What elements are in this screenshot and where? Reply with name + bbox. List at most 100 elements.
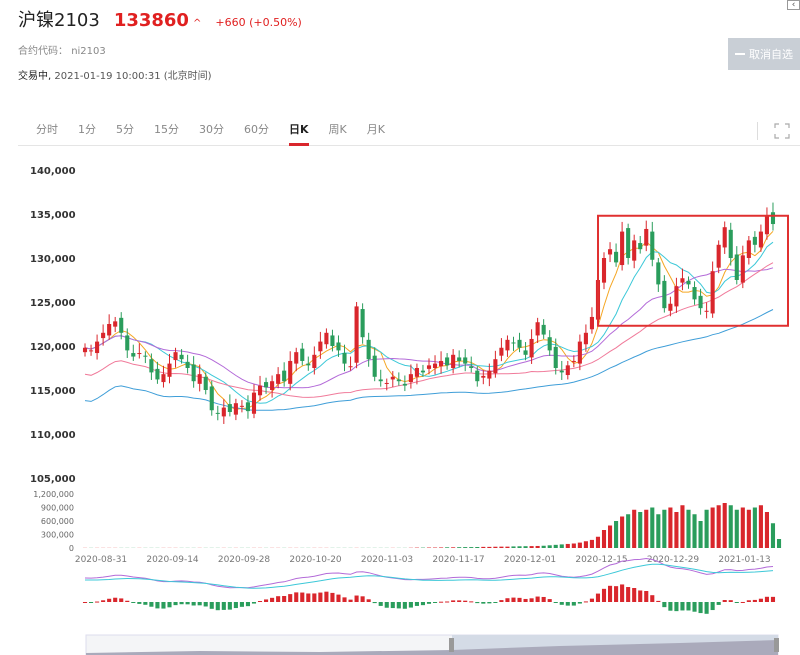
candle: [185, 354, 190, 374]
candle-body: [547, 337, 552, 351]
macd-bar: [674, 602, 679, 612]
macd-bar: [336, 594, 341, 602]
tab-period-8[interactable]: 月K: [366, 122, 385, 136]
macd-bar: [137, 602, 142, 604]
volume-bar: [547, 545, 552, 548]
candle: [601, 252, 607, 290]
candle: [143, 351, 148, 364]
tab-period-2[interactable]: 5分: [116, 122, 134, 136]
candle-body: [372, 355, 377, 377]
candle-body: [439, 360, 444, 367]
candle: [469, 356, 474, 373]
candle: [318, 331, 323, 359]
volume-bar: [734, 509, 739, 548]
range-handle-left: [449, 638, 454, 652]
candle-body: [82, 347, 88, 353]
tab-period-1[interactable]: 1分: [78, 122, 96, 136]
tab-period-0[interactable]: 分时: [36, 122, 58, 136]
date-axis-label: 2020-12-01: [504, 555, 556, 565]
candle: [101, 324, 106, 346]
candle-body: [620, 231, 625, 266]
volume-bar: [589, 539, 594, 548]
volume-bar: [656, 514, 661, 548]
candle-body: [245, 402, 251, 412]
volume-axis-label: 1,200,000: [33, 490, 74, 499]
candle-body: [384, 382, 389, 384]
candle: [674, 277, 679, 313]
contract-code-row: 合约代码： ni2103: [18, 42, 106, 57]
macd-bar: [541, 596, 546, 602]
remove-watchlist-button[interactable]: 取消自选: [728, 38, 800, 70]
candle-body: [463, 357, 468, 364]
macd-bar: [553, 602, 558, 603]
candle-body: [481, 375, 486, 378]
candle: [432, 355, 438, 375]
macd-bar: [601, 588, 607, 602]
volume-bar: [451, 547, 456, 548]
price-axis-label: 140,000: [30, 166, 76, 177]
tab-period-6[interactable]: 日K: [289, 116, 309, 146]
candle-body: [143, 355, 148, 357]
collapse-icon[interactable]: ‹: [787, 0, 800, 10]
candle-body: [523, 350, 528, 355]
candle-body: [161, 374, 166, 383]
macd-bar: [264, 599, 269, 602]
price-change: +660 (+0.50%): [215, 16, 302, 29]
tab-divider: [757, 122, 758, 140]
macd-bar: [396, 602, 401, 609]
candle: [553, 338, 558, 375]
candle-body: [770, 212, 776, 225]
candle-body: [505, 339, 510, 351]
candle-body: [698, 295, 703, 309]
candle-body: [553, 346, 558, 368]
candle: [680, 268, 685, 291]
volume-bar: [740, 507, 745, 548]
date-axis-label: 2020-08-31: [75, 555, 127, 565]
volume-bar: [505, 546, 510, 548]
candle-body: [167, 363, 172, 377]
macd-bar: [656, 600, 661, 602]
macd-bar: [366, 599, 371, 602]
macd-bar: [227, 602, 232, 610]
macd-bar: [324, 591, 329, 602]
macd-bar: [372, 602, 377, 604]
candle-body: [264, 382, 269, 388]
candle-body: [487, 370, 492, 379]
volume-bar: [662, 509, 667, 548]
date-axis-label: 2020-12-15: [575, 555, 627, 565]
candle-body: [89, 350, 94, 352]
macd-bar: [493, 602, 498, 603]
candle-body: [95, 341, 100, 354]
tab-period-7[interactable]: 周K: [328, 122, 347, 136]
candle-body: [589, 316, 594, 330]
fullscreen-icon[interactable]: [774, 123, 790, 139]
macd-bar: [312, 593, 317, 602]
candle: [475, 366, 480, 387]
candle: [662, 275, 667, 313]
candle-body: [746, 240, 751, 258]
candle-body: [348, 366, 353, 368]
macd-bar: [722, 600, 727, 602]
candle-body: [445, 357, 450, 366]
volume-bar: [632, 509, 637, 548]
candle: [82, 343, 88, 357]
candle-body: [396, 379, 401, 382]
tab-period-5[interactable]: 60分: [244, 122, 269, 136]
macd-bar: [414, 602, 419, 606]
kline-chart[interactable]: 140,000 135,000 130,000 125,000 120,000 115,0…: [0, 148, 800, 655]
volume-bar: [710, 507, 715, 548]
tab-period-4[interactable]: 30分: [199, 122, 224, 136]
macd-bar: [408, 602, 413, 608]
macd-bar: [758, 598, 763, 602]
volume-bar: [620, 516, 625, 548]
candle-body: [541, 324, 546, 335]
tab-period-3[interactable]: 15分: [154, 122, 179, 136]
candle-body: [155, 368, 160, 380]
macd-bar: [143, 602, 148, 605]
candle: [420, 364, 426, 377]
macd-bar: [215, 602, 220, 611]
macd-bar: [342, 597, 347, 602]
price-axis-label: 130,000: [30, 254, 76, 265]
candle: [396, 372, 401, 386]
candle: [620, 221, 625, 271]
